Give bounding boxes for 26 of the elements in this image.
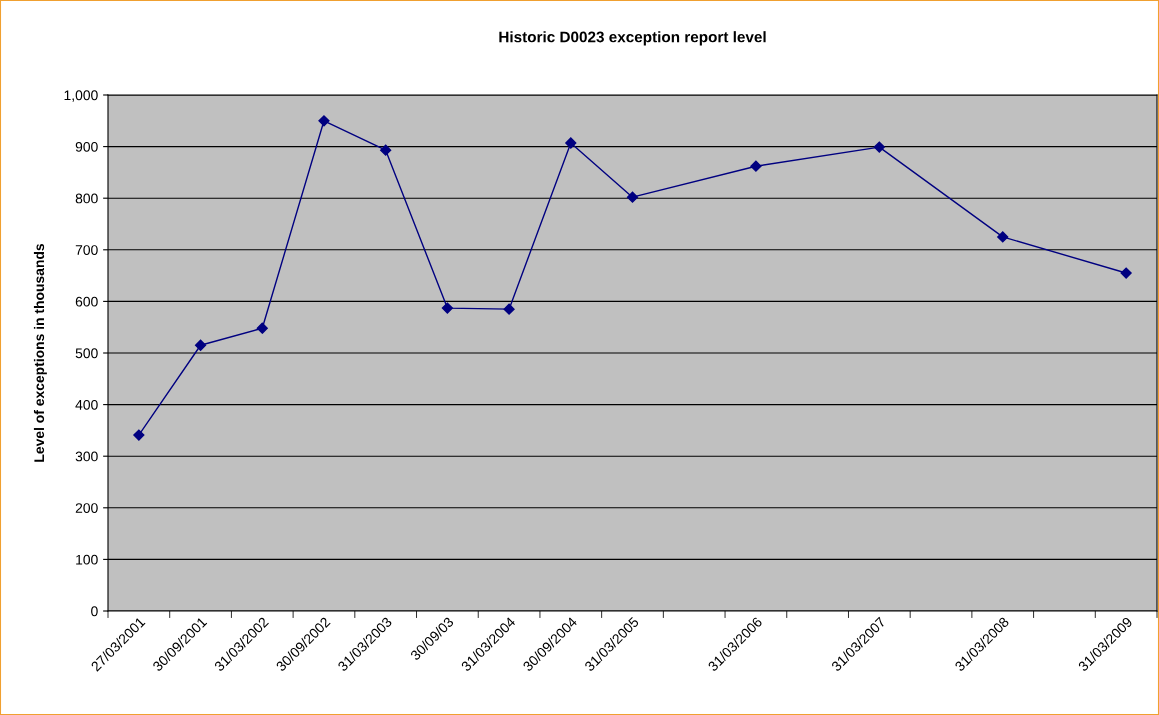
point (318, 115, 330, 127)
y-tick-label: 500 (75, 348, 98, 359)
point (997, 231, 1009, 243)
y-tick-label: 100 (76, 554, 98, 565)
y-tick-label: 400 (75, 399, 98, 410)
point (194, 339, 207, 351)
y-tick-label: 1,000 (64, 90, 98, 102)
point (873, 141, 885, 153)
point (626, 191, 639, 203)
point (565, 137, 577, 149)
y-axis-title: Level of exceptions in thousands (33, 243, 47, 462)
y-tick-label: 600 (75, 296, 98, 307)
y-tick-label: 900 (75, 141, 98, 152)
point (750, 160, 762, 172)
chart-title: Historic D0023 exception report level (499, 31, 766, 46)
y-tick-label: 300 (75, 451, 98, 462)
point (1120, 267, 1132, 279)
point (256, 322, 268, 334)
point (380, 144, 392, 156)
y-tick-label: 800 (75, 193, 98, 204)
y-tick-label: 0 (91, 606, 98, 617)
point (133, 429, 145, 441)
point (441, 302, 453, 314)
y-tick-label: 200 (75, 503, 98, 513)
point (503, 303, 515, 315)
y-tick-label: 700 (75, 245, 98, 255)
